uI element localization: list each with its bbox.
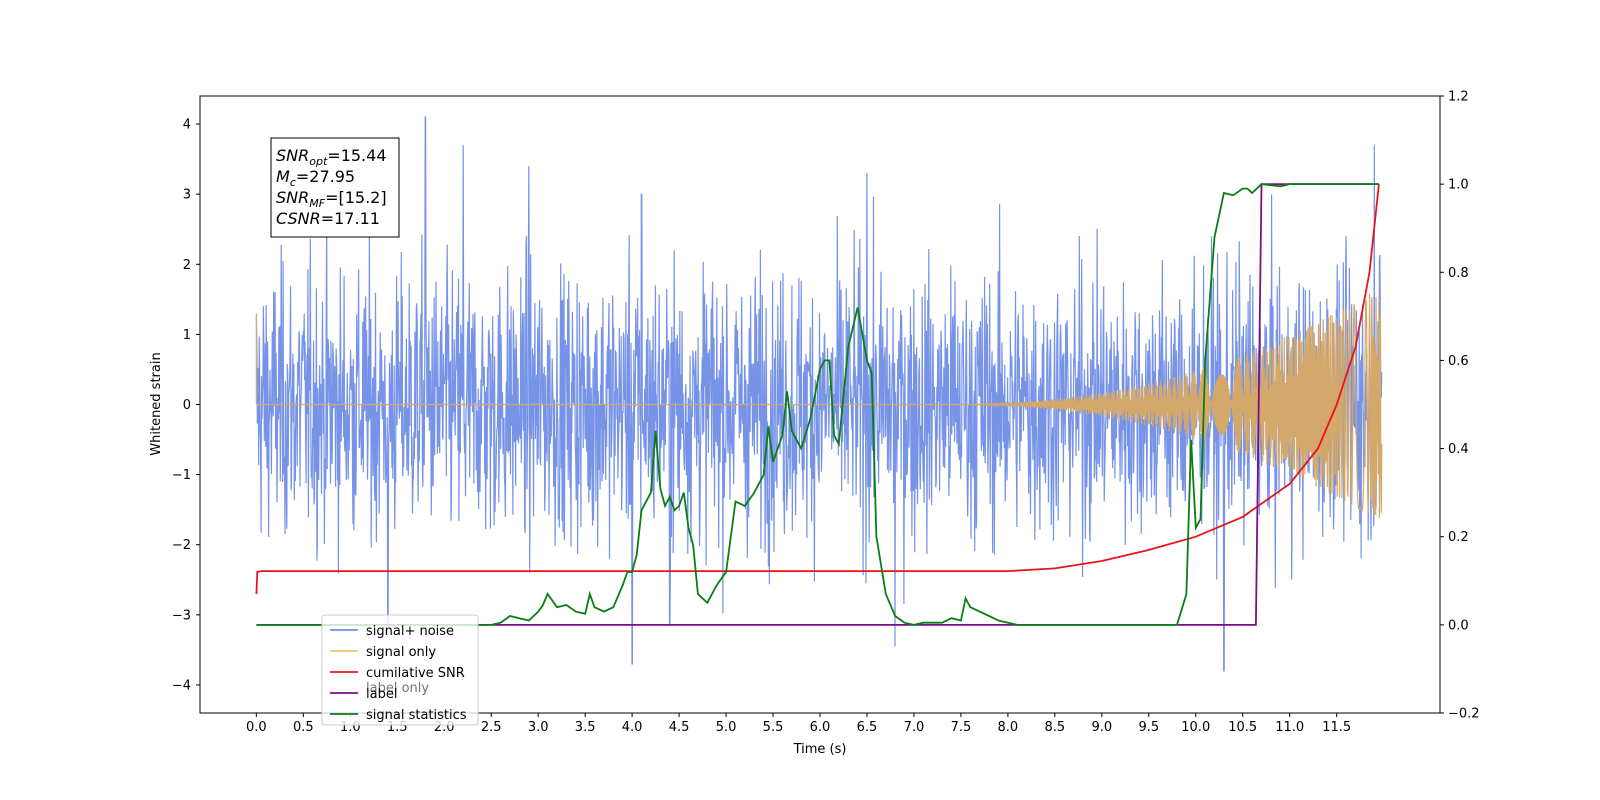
x-tick-label: 8.0: [998, 720, 1019, 735]
y-tick-label-right: −0.2: [1448, 707, 1480, 722]
annotation-frame: [270, 137, 400, 238]
x-tick-label: 3.0: [528, 720, 549, 735]
annotation-line: SNRopt=15.44: [276, 146, 387, 168]
y-tick-label-left: 1: [183, 328, 191, 343]
x-tick-label: 11.5: [1322, 720, 1351, 735]
y-tick-label-right: 1.2: [1448, 90, 1469, 105]
x-tick-label: 4.0: [622, 720, 643, 735]
annotation-line: CSNR=17.11: [276, 209, 380, 228]
x-tick-label: 5.5: [763, 720, 784, 735]
y-tick-label-right: 0.8: [1448, 266, 1469, 281]
y-tick-label-right: 0.2: [1448, 530, 1469, 545]
x-tick-label: 8.5: [1045, 720, 1066, 735]
x-tick-label: 10.5: [1228, 720, 1257, 735]
y-tick-label-left: −1: [172, 468, 191, 483]
y-tick-label-right: 0.6: [1448, 354, 1469, 369]
x-tick-label: 5.0: [716, 720, 737, 735]
y-tick-label-right: 1.0: [1448, 178, 1469, 193]
x-tick-label: 6.5: [857, 720, 878, 735]
series-signal-statistics: [256, 183, 1379, 626]
series-signal-noise: [255, 116, 1383, 672]
x-tick-label: 4.5: [669, 720, 690, 735]
x-axis-label: Time (s): [793, 742, 847, 757]
y-tick-label-left: 0: [183, 398, 191, 413]
x-tick-label: 9.0: [1091, 720, 1112, 735]
series-signal-only: [256, 293, 1383, 518]
legend-label: label: [366, 687, 397, 702]
y-tick-label-left: −3: [172, 608, 191, 623]
annotation-line: Mc=27.95: [276, 167, 355, 189]
x-tick-label: 11.0: [1275, 720, 1304, 735]
legend-label: signal+ noise: [366, 624, 454, 639]
x-tick-label: 7.5: [951, 720, 972, 735]
y-tick-label-left: 2: [183, 258, 191, 273]
y-tick-label-left: −2: [172, 538, 191, 553]
legend-ghost-text: label only: [366, 681, 429, 696]
legend-label: signal only: [366, 645, 436, 660]
y-axis-label: Whitened strain: [149, 352, 164, 455]
y-tick-label-left: −4: [172, 678, 191, 693]
legend-label: cumilative SNR: [366, 666, 465, 681]
x-tick-label: 2.5: [481, 720, 502, 735]
annotation-line: SNRMF=[15.2]: [276, 188, 387, 210]
x-tick-label: 3.5: [575, 720, 596, 735]
series-cumulative-snr: [255, 184, 1380, 595]
legend-frame: [321, 614, 479, 726]
legend-label: signal statistics: [366, 708, 467, 723]
x-tick-label: 6.0: [810, 720, 831, 735]
x-tick-label: 10.0: [1181, 720, 1210, 735]
y-tick-label-left: 3: [183, 188, 191, 203]
x-tick-label: 0.0: [246, 720, 267, 735]
x-tick-label: 0.5: [293, 720, 314, 735]
x-tick-label: 9.5: [1138, 720, 1159, 735]
y-tick-label-left: 4: [183, 118, 191, 133]
legend: label only signal+ noise signal only cumila…: [321, 614, 479, 726]
annotation-box: SNRopt=15.44Mc=27.95SNRMF=[15.2]CSNR=17.…: [270, 137, 400, 238]
y-tick-label-right: 0.4: [1448, 442, 1469, 457]
x-tick-label: 7.0: [904, 720, 925, 735]
y-tick-label-right: 0.0: [1448, 618, 1469, 633]
